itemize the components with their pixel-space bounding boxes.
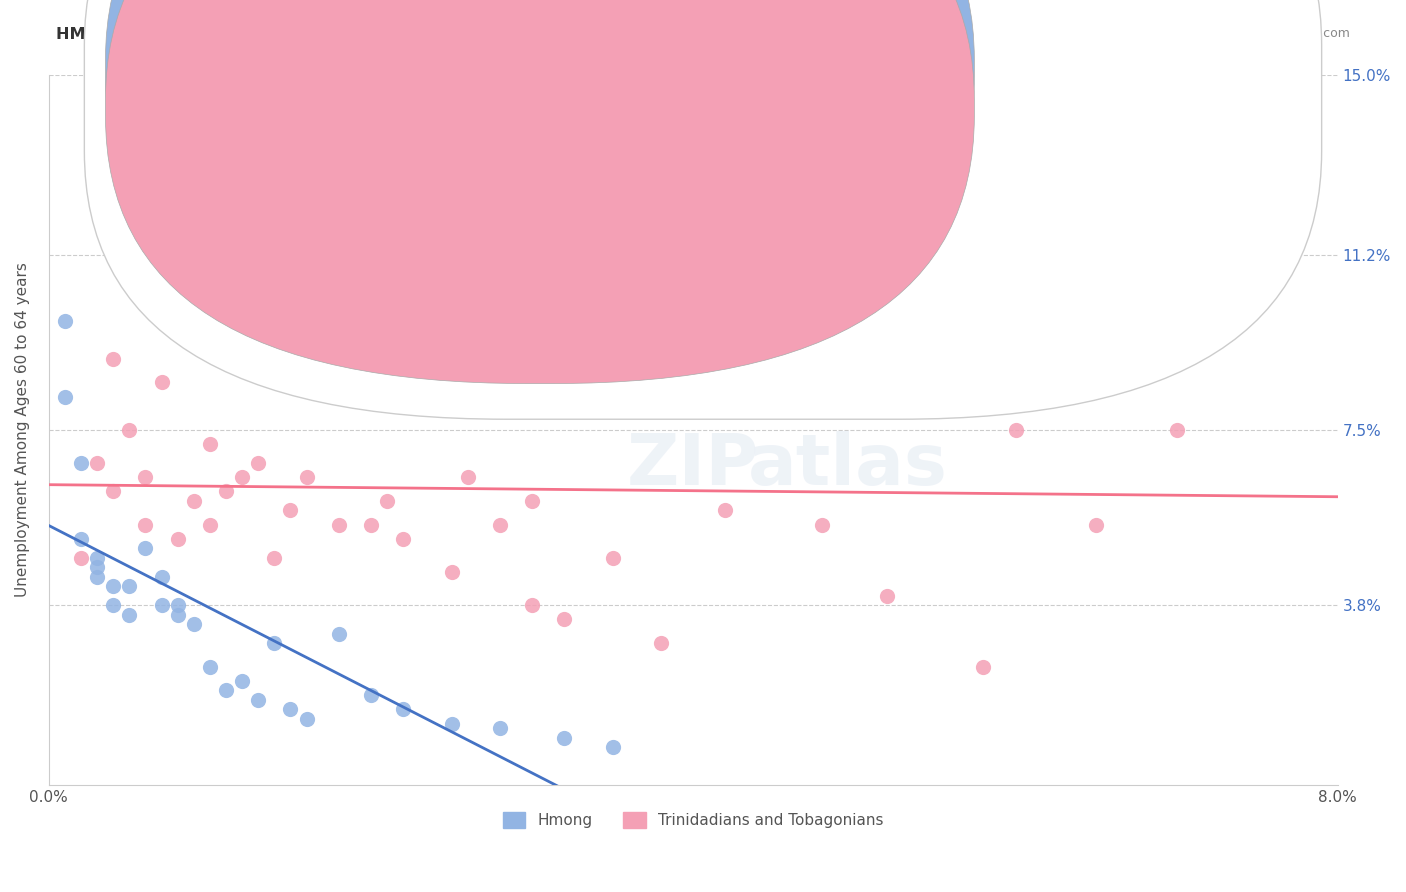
Trinidadians and Tobagonians bbox=[295, 470, 318, 484]
Hmong bbox=[118, 579, 141, 593]
Trinidadians and Tobagonians bbox=[118, 423, 141, 437]
Trinidadians and Tobagonians bbox=[263, 550, 285, 565]
Hmong bbox=[103, 579, 125, 593]
Legend: Hmong, Trinidadians and Tobagonians: Hmong, Trinidadians and Tobagonians bbox=[496, 806, 890, 834]
Hmong bbox=[328, 626, 350, 640]
Trinidadians and Tobagonians bbox=[215, 484, 238, 499]
Trinidadians and Tobagonians bbox=[602, 550, 624, 565]
Trinidadians and Tobagonians bbox=[457, 470, 479, 484]
Trinidadians and Tobagonians bbox=[231, 470, 253, 484]
Text: HMONG VS TRINIDADIAN AND TOBAGONIAN UNEMPLOYMENT AMONG AGES 60 TO 64 YEARS CORRE: HMONG VS TRINIDADIAN AND TOBAGONIAN UNEM… bbox=[56, 27, 1084, 42]
Trinidadians and Tobagonians bbox=[150, 376, 173, 390]
Trinidadians and Tobagonians bbox=[198, 517, 221, 532]
Hmong bbox=[150, 598, 173, 612]
Trinidadians and Tobagonians bbox=[134, 517, 156, 532]
Trinidadians and Tobagonians bbox=[86, 456, 108, 470]
Trinidadians and Tobagonians bbox=[360, 517, 382, 532]
Trinidadians and Tobagonians bbox=[70, 550, 93, 565]
Text: R = -0.135   N = 31: R = -0.135 N = 31 bbox=[548, 62, 721, 78]
Trinidadians and Tobagonians bbox=[440, 565, 463, 579]
Trinidadians and Tobagonians bbox=[520, 598, 543, 612]
Hmong bbox=[86, 560, 108, 574]
Hmong bbox=[440, 716, 463, 731]
Hmong bbox=[53, 390, 76, 404]
Trinidadians and Tobagonians bbox=[198, 437, 221, 451]
Text: R =  0.212   N = 42: R = 0.212 N = 42 bbox=[548, 103, 721, 118]
Trinidadians and Tobagonians bbox=[811, 517, 834, 532]
Hmong bbox=[150, 569, 173, 583]
Trinidadians and Tobagonians bbox=[1166, 423, 1188, 437]
Hmong bbox=[118, 607, 141, 622]
Hmong bbox=[215, 683, 238, 698]
Trinidadians and Tobagonians bbox=[876, 589, 898, 603]
Trinidadians and Tobagonians bbox=[247, 456, 270, 470]
Hmong bbox=[247, 693, 270, 707]
Hmong bbox=[86, 569, 108, 583]
Text: Source: ZipAtlas.com: Source: ZipAtlas.com bbox=[1216, 27, 1350, 40]
Trinidadians and Tobagonians bbox=[650, 636, 672, 650]
Trinidadians and Tobagonians bbox=[682, 281, 704, 295]
Hmong bbox=[360, 688, 382, 702]
Hmong bbox=[166, 598, 188, 612]
Trinidadians and Tobagonians bbox=[924, 351, 946, 366]
Hmong bbox=[295, 712, 318, 726]
Hmong bbox=[392, 702, 415, 716]
Trinidadians and Tobagonians bbox=[134, 470, 156, 484]
Hmong bbox=[134, 541, 156, 556]
Hmong bbox=[53, 314, 76, 328]
Trinidadians and Tobagonians bbox=[183, 494, 205, 508]
Hmong bbox=[280, 702, 302, 716]
Y-axis label: Unemployment Among Ages 60 to 64 years: Unemployment Among Ages 60 to 64 years bbox=[15, 262, 30, 598]
Trinidadians and Tobagonians bbox=[972, 659, 994, 673]
Hmong bbox=[166, 607, 188, 622]
Text: atlas: atlas bbox=[748, 431, 948, 500]
Trinidadians and Tobagonians bbox=[714, 503, 737, 517]
Trinidadians and Tobagonians bbox=[520, 494, 543, 508]
Trinidadians and Tobagonians bbox=[762, 328, 785, 343]
Hmong bbox=[103, 598, 125, 612]
Text: ZIP: ZIP bbox=[627, 431, 759, 500]
Trinidadians and Tobagonians bbox=[489, 517, 512, 532]
Hmong bbox=[70, 532, 93, 546]
Trinidadians and Tobagonians bbox=[343, 210, 366, 224]
Hmong bbox=[553, 731, 575, 745]
Trinidadians and Tobagonians bbox=[166, 532, 188, 546]
Hmong bbox=[70, 456, 93, 470]
Trinidadians and Tobagonians bbox=[103, 351, 125, 366]
Hmong bbox=[263, 636, 285, 650]
Trinidadians and Tobagonians bbox=[392, 532, 415, 546]
Hmong bbox=[86, 550, 108, 565]
Trinidadians and Tobagonians bbox=[1085, 517, 1108, 532]
Hmong bbox=[198, 659, 221, 673]
Trinidadians and Tobagonians bbox=[844, 376, 866, 390]
Hmong bbox=[183, 617, 205, 632]
Trinidadians and Tobagonians bbox=[328, 517, 350, 532]
Trinidadians and Tobagonians bbox=[280, 503, 302, 517]
Trinidadians and Tobagonians bbox=[553, 612, 575, 626]
Hmong bbox=[231, 673, 253, 688]
Hmong bbox=[489, 721, 512, 735]
Trinidadians and Tobagonians bbox=[1004, 423, 1026, 437]
Trinidadians and Tobagonians bbox=[375, 494, 398, 508]
Hmong bbox=[602, 740, 624, 755]
Trinidadians and Tobagonians bbox=[103, 484, 125, 499]
